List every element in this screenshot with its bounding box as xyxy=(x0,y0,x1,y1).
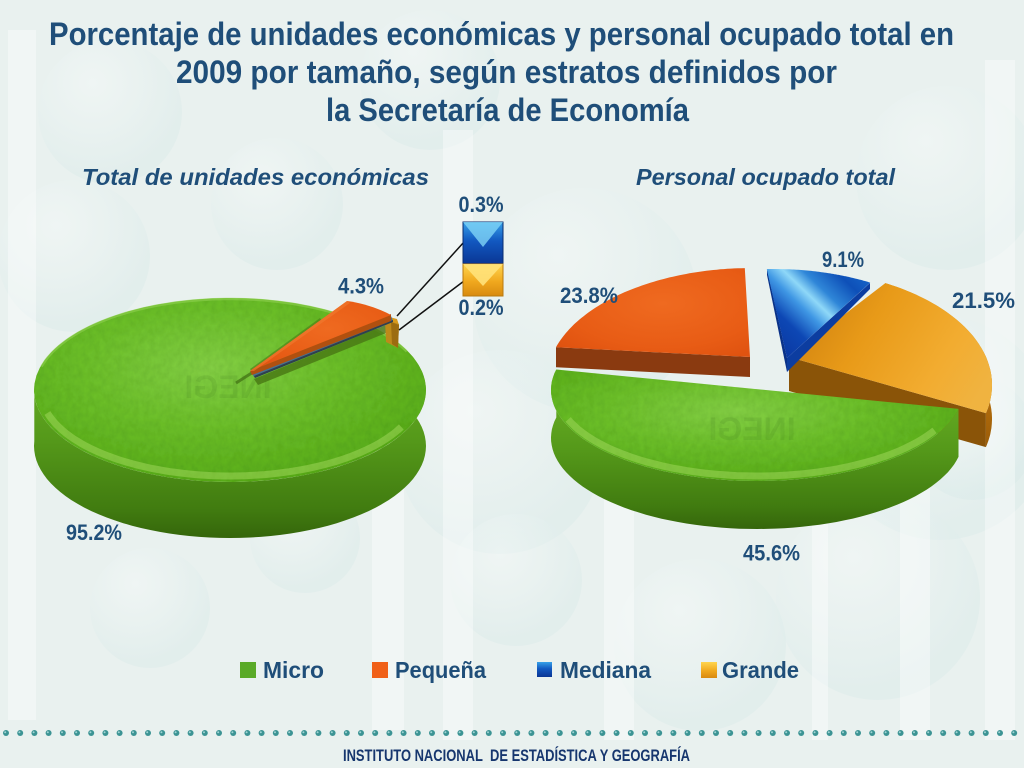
svg-text:2009 por tamaño, según estrato: 2009 por tamaño, según estratos definido… xyxy=(176,54,837,90)
svg-text:9.1%: 9.1% xyxy=(822,247,864,272)
svg-text:Grande: Grande xyxy=(722,657,799,683)
svg-text:45.6%: 45.6% xyxy=(743,541,800,566)
svg-text:Personal ocupado total: Personal ocupado total xyxy=(636,164,895,190)
svg-text:0.3%: 0.3% xyxy=(459,192,504,217)
svg-text:INSTITUTO NACIONAL DE ESTADÍS: INSTITUTO NACIONAL DE ESTADÍSTICA Y GEOG… xyxy=(343,746,690,765)
svg-text:Mediana: Mediana xyxy=(560,657,652,683)
svg-text:23.8%: 23.8% xyxy=(560,283,618,308)
svg-text:INEGI: INEGI xyxy=(708,411,795,447)
svg-text:4.3%: 4.3% xyxy=(338,274,384,299)
svg-text:la Secretaría de Economía: la Secretaría de Economía xyxy=(326,92,689,128)
svg-text:95.2%: 95.2% xyxy=(66,520,122,545)
svg-text:Total de unidades económicas: Total de unidades económicas xyxy=(82,164,429,190)
svg-text:Micro: Micro xyxy=(263,657,324,683)
svg-text:0.2%: 0.2% xyxy=(459,295,504,320)
svg-text:Pequeña: Pequeña xyxy=(395,657,487,683)
svg-text:21.5%: 21.5% xyxy=(952,288,1015,313)
svg-text:Porcentaje de unidades económi: Porcentaje de unidades económicas y pers… xyxy=(49,16,954,52)
